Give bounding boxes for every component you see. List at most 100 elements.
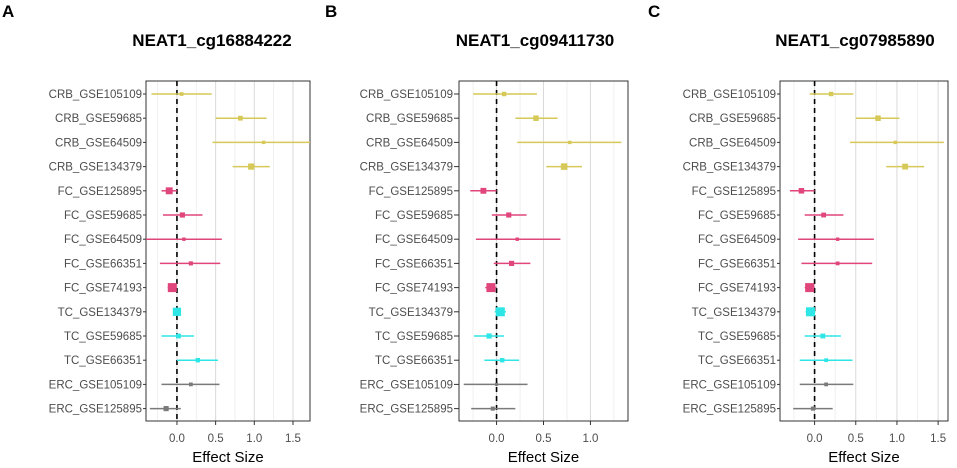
- effect-estimate-point: [798, 188, 805, 194]
- effect-estimate-point: [179, 212, 185, 218]
- row-label: FC_GSE64509: [375, 234, 453, 246]
- row-label: ERC_GSE105109: [360, 379, 453, 391]
- effect-estimate-point: [824, 358, 828, 363]
- row-label: CRB_GSE64509: [689, 137, 776, 149]
- row-label: CRB_GSE59685: [55, 113, 142, 125]
- x-tick-label: 0.5: [536, 433, 552, 445]
- x-tick-label: 0.5: [208, 433, 224, 445]
- x-tick-label: 0.5: [848, 433, 864, 445]
- panel-letter: A: [2, 2, 14, 21]
- panel-title: NEAT1_cg07985890: [775, 31, 934, 50]
- row-label: CRB_GSE105109: [49, 89, 142, 101]
- row-label: CRB_GSE64509: [366, 137, 453, 149]
- effect-estimate-point: [237, 115, 243, 121]
- effect-estimate-point: [179, 92, 184, 96]
- effect-estimate-point: [902, 163, 909, 170]
- row-label: FC_GSE74193: [64, 283, 142, 295]
- x-tick-label: 1.0: [582, 433, 598, 445]
- panel-title: NEAT1_cg16884222: [132, 31, 291, 50]
- row-label: FC_GSE64509: [698, 234, 776, 246]
- row-label: TC_GSE66351: [64, 355, 142, 367]
- row-label: FC_GSE59685: [375, 210, 453, 222]
- effect-estimate-point: [805, 283, 815, 293]
- effect-estimate-point: [495, 307, 505, 317]
- effect-estimate-point: [568, 140, 572, 145]
- effect-estimate-point: [495, 382, 499, 386]
- effect-estimate-point: [163, 406, 169, 412]
- effect-estimate-point: [176, 333, 181, 339]
- row-label: FC_GSE59685: [64, 210, 142, 222]
- row-label: CRB_GSE134379: [683, 162, 776, 174]
- row-label: CRB_GSE134379: [49, 162, 142, 174]
- effect-estimate-point: [501, 91, 507, 97]
- row-label: TC_GSE66351: [375, 355, 453, 367]
- effect-estimate-point: [486, 283, 496, 293]
- effect-estimate-point: [248, 163, 255, 170]
- effect-estimate-point: [893, 140, 897, 145]
- effect-estimate-point: [165, 187, 173, 195]
- effect-estimate-point: [172, 307, 182, 316]
- effect-estimate-point: [480, 187, 487, 194]
- effect-estimate-point: [515, 237, 519, 241]
- x-tick-label: 1.0: [246, 433, 262, 445]
- effect-estimate-point: [490, 406, 495, 411]
- x-tick-label: 0.0: [169, 433, 185, 445]
- row-label: FC_GSE125895: [692, 186, 776, 198]
- row-label: TC_GSE134379: [58, 307, 142, 319]
- row-label: TC_GSE59685: [375, 331, 453, 343]
- plot-area: [145, 80, 311, 422]
- effect-estimate-point: [188, 382, 193, 387]
- panel-letter: B: [325, 2, 337, 21]
- row-label: ERC_GSE125895: [683, 404, 776, 416]
- panel-letter: C: [648, 2, 660, 21]
- x-tick-label: 0.0: [807, 433, 823, 445]
- effect-estimate-point: [533, 115, 539, 121]
- x-axis-title: Effect Size: [828, 449, 899, 466]
- row-label: CRB_GSE59685: [366, 113, 453, 125]
- effect-estimate-point: [835, 237, 840, 241]
- effect-estimate-point: [821, 212, 827, 218]
- row-label: FC_GSE66351: [375, 258, 453, 270]
- x-tick-label: 1.0: [889, 433, 905, 445]
- row-label: FC_GSE66351: [64, 258, 142, 270]
- effect-estimate-point: [195, 357, 201, 363]
- row-label: ERC_GSE105109: [683, 379, 776, 391]
- effect-estimate-point: [499, 357, 505, 363]
- effect-estimate-point: [182, 237, 186, 241]
- row-label: FC_GSE64509: [64, 234, 142, 246]
- row-label: ERC_GSE105109: [49, 379, 142, 391]
- x-axis-title: Effect Size: [192, 449, 263, 466]
- effect-estimate-point: [820, 333, 826, 339]
- row-label: FC_GSE125895: [58, 186, 142, 198]
- effect-estimate-point: [167, 283, 177, 293]
- x-tick-label: 0.0: [489, 433, 505, 445]
- row-label: TC_GSE134379: [369, 307, 453, 319]
- x-tick-label: 1.5: [285, 433, 301, 445]
- row-label: FC_GSE74193: [375, 283, 453, 295]
- row-label: CRB_GSE105109: [683, 89, 776, 101]
- row-label: CRB_GSE134379: [360, 162, 453, 174]
- row-label: TC_GSE66351: [698, 355, 776, 367]
- row-label: TC_GSE59685: [698, 331, 776, 343]
- row-label: TC_GSE134379: [692, 307, 776, 319]
- x-tick-label: 1.5: [930, 433, 946, 445]
- effect-estimate-point: [506, 212, 512, 218]
- effect-estimate-point: [486, 333, 492, 339]
- effect-estimate-point: [509, 260, 515, 266]
- row-label: FC_GSE66351: [698, 258, 776, 270]
- plot-area: [779, 80, 949, 422]
- row-label: TC_GSE59685: [64, 331, 142, 343]
- effect-estimate-point: [560, 163, 568, 170]
- panel-title: NEAT1_cg09411730: [456, 31, 614, 50]
- effect-estimate-point: [805, 307, 815, 317]
- effect-estimate-point: [810, 406, 815, 411]
- row-label: ERC_GSE125895: [49, 404, 142, 416]
- row-label: CRB_GSE64509: [55, 137, 142, 149]
- row-label: ERC_GSE125895: [360, 404, 453, 416]
- effect-estimate-point: [828, 91, 834, 97]
- effect-estimate-point: [835, 261, 840, 266]
- effect-estimate-point: [261, 140, 266, 145]
- effect-estimate-point: [875, 115, 881, 121]
- effect-estimate-point: [188, 261, 193, 266]
- x-axis-title: Effect Size: [508, 449, 579, 466]
